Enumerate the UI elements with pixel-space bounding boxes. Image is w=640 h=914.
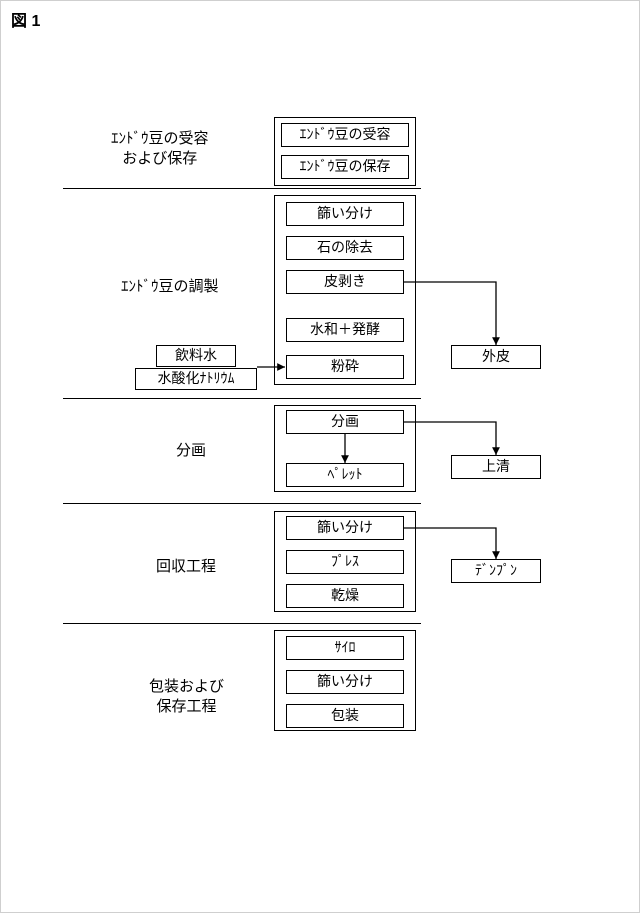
box-label: ｴﾝﾄﾞｳ豆の保存 xyxy=(300,159,391,174)
section-label-prep: ｴﾝﾄﾞｳ豆の調製 xyxy=(121,277,219,297)
box-frac: 分画 xyxy=(286,410,404,434)
box-super: 上清 xyxy=(451,455,541,479)
section-label-receive: ｴﾝﾄﾞｳ豆の受容 および保存 xyxy=(111,129,209,170)
box-dry: 乾燥 xyxy=(286,584,404,608)
figure-title: 図 1 xyxy=(11,7,40,31)
box-hydrate: 水和＋発酵 xyxy=(286,318,404,342)
box-label: ﾌﾟﾚｽ xyxy=(331,554,359,569)
section-divider xyxy=(63,398,421,399)
box-label: 石の除去 xyxy=(317,240,373,255)
box-naoh: 水酸化ﾅﾄﾘｳﾑ xyxy=(135,368,257,390)
box-label: 粉砕 xyxy=(331,359,359,374)
box-receive-1: ｴﾝﾄﾞｳ豆の受容 xyxy=(281,123,409,147)
box-silo: ｻｲﾛ xyxy=(286,636,404,660)
section-divider xyxy=(63,503,421,504)
box-label: 飲料水 xyxy=(175,348,217,363)
section-line: および保存 xyxy=(122,150,197,167)
box-label: ｻｲﾛ xyxy=(335,640,356,655)
box-label: 皮剥き xyxy=(324,274,366,289)
section-line: 包装および xyxy=(149,678,224,695)
box-label: 包装 xyxy=(331,708,359,723)
box-press: ﾌﾟﾚｽ xyxy=(286,550,404,574)
box-sieve-2: 篩い分け xyxy=(286,516,404,540)
box-label: 外皮 xyxy=(482,349,510,364)
section-label-recov: 回収工程 xyxy=(156,557,216,577)
box-sieve-1: 篩い分け xyxy=(286,202,404,226)
box-label: 水酸化ﾅﾄﾘｳﾑ xyxy=(158,371,235,386)
box-label: 篩い分け xyxy=(317,674,373,689)
section-label-frac: 分画 xyxy=(176,441,206,461)
box-label: 篩い分け xyxy=(317,206,373,221)
box-sieve-3: 篩い分け xyxy=(286,670,404,694)
box-pack: 包装 xyxy=(286,704,404,728)
box-label: 篩い分け xyxy=(317,520,373,535)
section-line: 回収工程 xyxy=(156,558,216,575)
box-pellet: ﾍﾟﾚｯﾄ xyxy=(286,463,404,487)
box-peel: 皮剥き xyxy=(286,270,404,294)
box-label: ﾍﾟﾚｯﾄ xyxy=(328,467,363,482)
box-label: ｴﾝﾄﾞｳ豆の受容 xyxy=(300,127,391,142)
section-line: 分画 xyxy=(176,442,206,459)
box-label: 水和＋発酵 xyxy=(310,322,380,337)
box-label: 上清 xyxy=(482,459,510,474)
page: 図 1 ｴﾝﾄﾞｳ豆の受容 および保存 ｴﾝﾄﾞｳ豆の調製 分画 回収工程 包装… xyxy=(0,0,640,913)
section-line: 保存工程 xyxy=(157,698,217,715)
box-starch: ﾃﾞﾝﾌﾟﾝ xyxy=(451,559,541,583)
box-receive-2: ｴﾝﾄﾞｳ豆の保存 xyxy=(281,155,409,179)
box-stone: 石の除去 xyxy=(286,236,404,260)
box-water: 飲料水 xyxy=(156,345,236,367)
box-label: ﾃﾞﾝﾌﾟﾝ xyxy=(475,563,517,578)
box-label: 乾燥 xyxy=(331,588,359,603)
box-grind: 粉砕 xyxy=(286,355,404,379)
section-divider xyxy=(63,188,421,189)
box-label: 分画 xyxy=(331,414,359,429)
section-divider xyxy=(63,623,421,624)
section-line: ｴﾝﾄﾞｳ豆の調製 xyxy=(121,278,219,295)
section-label-pack: 包装および 保存工程 xyxy=(149,677,224,718)
section-line: ｴﾝﾄﾞｳ豆の受容 xyxy=(111,130,209,147)
box-hull: 外皮 xyxy=(451,345,541,369)
